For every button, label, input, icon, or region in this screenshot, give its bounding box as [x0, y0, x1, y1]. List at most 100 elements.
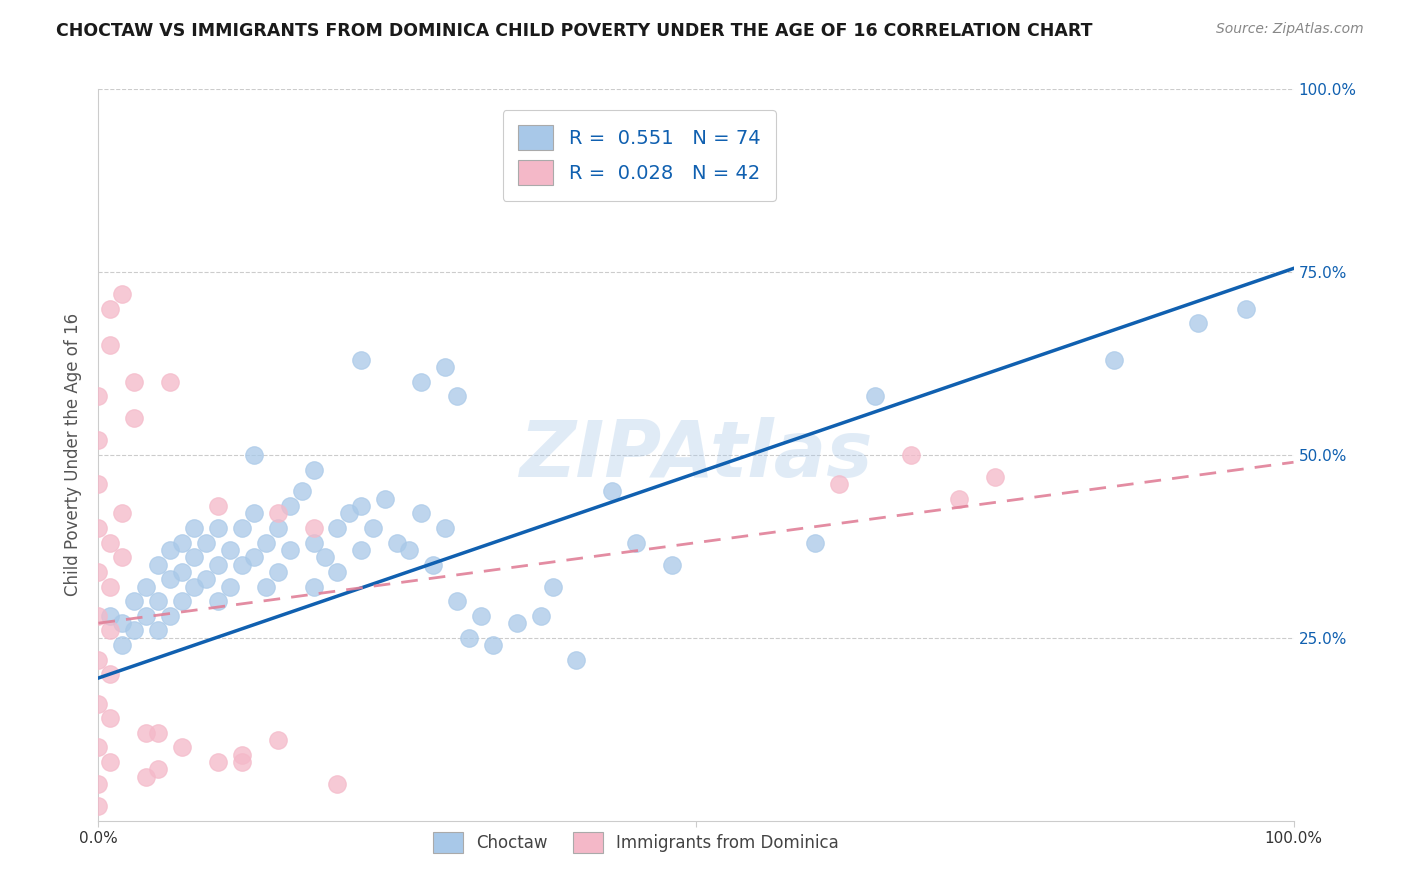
Point	[111, 638, 134, 652]
Point	[98, 338, 122, 352]
Point	[326, 521, 349, 535]
Point	[124, 375, 146, 389]
Point	[183, 550, 205, 565]
Point	[87, 608, 110, 623]
Point	[207, 755, 229, 769]
Point	[302, 462, 325, 476]
Point	[172, 535, 194, 549]
Point	[446, 594, 468, 608]
Point	[87, 521, 110, 535]
Point	[135, 580, 157, 594]
Point	[278, 543, 301, 558]
Point	[172, 594, 194, 608]
Point	[865, 389, 887, 403]
Point	[411, 375, 433, 389]
Point	[530, 608, 553, 623]
Point	[1187, 316, 1209, 330]
Point	[159, 572, 181, 586]
Point	[87, 697, 110, 711]
Point	[207, 558, 229, 572]
Point	[315, 550, 337, 565]
Point	[231, 521, 253, 535]
Point	[326, 565, 349, 579]
Point	[111, 616, 134, 631]
Point	[804, 535, 827, 549]
Point	[350, 543, 373, 558]
Point	[135, 770, 157, 784]
Point	[434, 521, 457, 535]
Point	[254, 535, 277, 549]
Point	[422, 558, 444, 572]
Point	[195, 535, 218, 549]
Point	[98, 535, 122, 549]
Point	[434, 360, 457, 375]
Point	[231, 747, 253, 762]
Point	[87, 434, 110, 448]
Point	[124, 594, 146, 608]
Point	[207, 594, 229, 608]
Point	[124, 411, 146, 425]
Point	[87, 740, 110, 755]
Point	[267, 733, 290, 747]
Point	[148, 726, 170, 740]
Point	[172, 740, 194, 755]
Point	[243, 550, 266, 565]
Point	[302, 535, 325, 549]
Point	[98, 711, 122, 725]
Point	[291, 484, 314, 499]
Point	[87, 565, 110, 579]
Point	[458, 631, 481, 645]
Point	[267, 507, 290, 521]
Point	[111, 507, 134, 521]
Point	[111, 287, 134, 301]
Point	[135, 726, 157, 740]
Point	[243, 448, 266, 462]
Point	[541, 580, 564, 594]
Point	[411, 507, 433, 521]
Text: Source: ZipAtlas.com: Source: ZipAtlas.com	[1216, 22, 1364, 37]
Point	[172, 565, 194, 579]
Point	[231, 755, 253, 769]
Point	[267, 565, 290, 579]
Point	[159, 543, 181, 558]
Point	[363, 521, 385, 535]
Point	[183, 580, 205, 594]
Point	[98, 301, 122, 316]
Point	[984, 470, 1007, 484]
Point	[98, 667, 122, 681]
Point	[302, 580, 325, 594]
Point	[398, 543, 420, 558]
Point	[219, 543, 242, 558]
Point	[87, 477, 110, 491]
Point	[135, 608, 157, 623]
Point	[350, 352, 373, 367]
Point	[254, 580, 277, 594]
Point	[159, 608, 181, 623]
Point	[98, 624, 122, 638]
Point	[828, 477, 851, 491]
Point	[87, 799, 110, 814]
Point	[207, 499, 229, 513]
Point	[278, 499, 301, 513]
Point	[183, 521, 205, 535]
Point	[506, 616, 529, 631]
Point	[267, 521, 290, 535]
Point	[385, 535, 409, 549]
Point	[900, 448, 922, 462]
Point	[470, 608, 492, 623]
Point	[374, 491, 396, 506]
Point	[98, 580, 122, 594]
Point	[626, 535, 648, 549]
Point	[602, 484, 624, 499]
Y-axis label: Child Poverty Under the Age of 16: Child Poverty Under the Age of 16	[63, 313, 82, 597]
Point	[1234, 301, 1257, 316]
Point	[219, 580, 242, 594]
Point	[1104, 352, 1126, 367]
Point	[326, 777, 349, 791]
Point	[87, 389, 110, 403]
Point	[159, 375, 181, 389]
Text: ZIPAtlas: ZIPAtlas	[519, 417, 873, 493]
Point	[98, 755, 122, 769]
Point	[124, 624, 146, 638]
Point	[148, 763, 170, 777]
